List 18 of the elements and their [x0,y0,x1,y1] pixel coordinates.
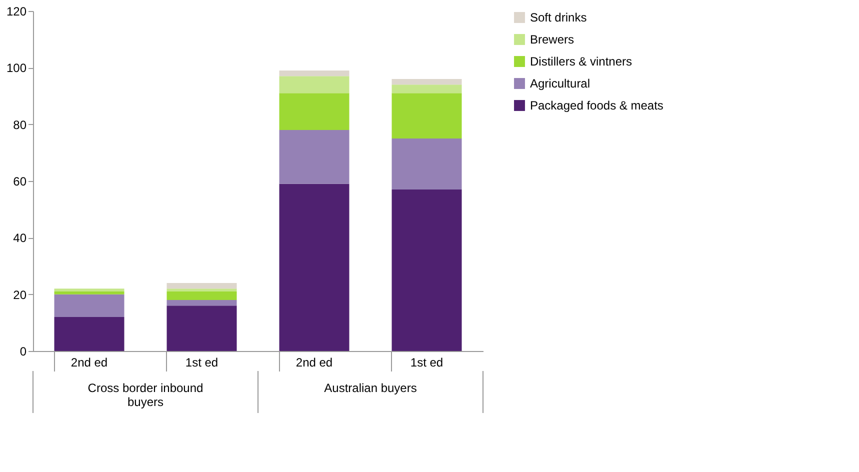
x-tick-label: 2nd ed [296,356,333,370]
y-tick-label: 0 [20,344,27,358]
x-tick-label: 2nd ed [70,356,108,370]
y-tick-label: 80 [13,118,27,132]
text: Cross border inbound buyers [88,381,204,409]
x-tick-label: 1st ed [185,356,218,370]
legend-label: Brewers [530,32,574,46]
legend-label: Agricultural [530,76,590,90]
legend-label: Distillers & vintners [530,54,632,68]
legend-label: Packaged foods & meats [530,98,664,112]
y-tick-label: 100 [6,61,27,76]
y-tick-label: 40 [13,231,27,246]
text: Australian buyers [324,381,417,395]
y-tick-label: 60 [13,174,27,188]
y-tick-label: 120 [6,4,27,18]
x-tick-label: 1st ed [410,356,444,370]
y-tick-label: 20 [13,288,27,302]
legend-label: Soft drinks [530,10,587,24]
